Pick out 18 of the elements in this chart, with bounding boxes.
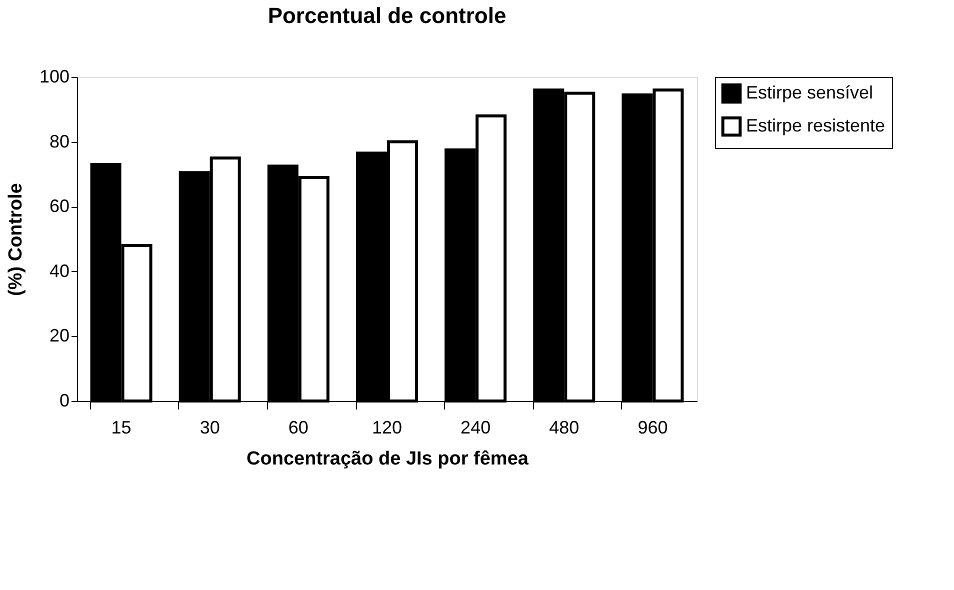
y-tick-label: 40: [49, 260, 70, 281]
x-axis-title: Concentração de JIs por fêmea: [246, 448, 529, 470]
x-tick-label: 60: [288, 418, 308, 438]
y-tick-label: 60: [49, 196, 70, 216]
x-tick-label: 120: [372, 418, 402, 438]
x-tick-label: 15: [111, 418, 132, 438]
y-tick-label: 20: [49, 326, 70, 346]
x-tick-label: 30: [200, 418, 220, 438]
legend-label: Estirpe sensível: [746, 82, 874, 102]
y-tick-label: 80: [49, 131, 70, 152]
chart-title: Porcentual de controle: [268, 3, 506, 28]
y-axis-title: (%) Controle: [5, 183, 26, 296]
x-tick-label: 240: [460, 418, 491, 438]
x-tick-label: 480: [549, 418, 580, 438]
legend-label: Estirpe resistente: [746, 116, 886, 136]
y-tick-label: 100: [39, 66, 70, 86]
x-tick-label: 960: [638, 418, 668, 438]
y-tick-label: 0: [59, 390, 70, 410]
